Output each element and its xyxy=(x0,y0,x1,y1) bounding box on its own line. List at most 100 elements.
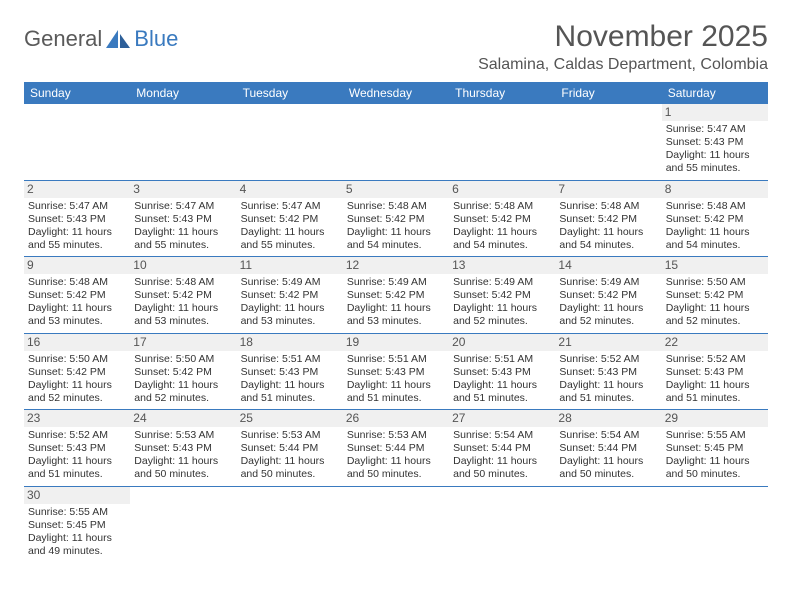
daylight-line: Daylight: 11 hours and 51 minutes. xyxy=(347,379,445,405)
sunrise-line: Sunrise: 5:51 AM xyxy=(347,353,445,366)
sunrise-line: Sunrise: 5:52 AM xyxy=(559,353,657,366)
day-number: 4 xyxy=(237,181,343,198)
week-row: 1 Sunrise: 5:47 AMSunset: 5:43 PMDaylight… xyxy=(24,104,768,181)
sunset-line: Sunset: 5:44 PM xyxy=(241,442,339,455)
sunset-line: Sunset: 5:42 PM xyxy=(559,213,657,226)
day-header: Wednesday xyxy=(343,82,449,104)
day-number: 9 xyxy=(24,257,130,274)
weeks-container: 1Sunrise: 5:47 AMSunset: 5:43 PMDaylight… xyxy=(24,104,768,562)
daylight-line: Daylight: 11 hours and 52 minutes. xyxy=(453,302,551,328)
day-number: 1 xyxy=(662,104,768,121)
sunrise-line: Sunrise: 5:48 AM xyxy=(134,276,232,289)
day-cell: 7Sunrise: 5:48 AMSunset: 5:42 PMDaylight… xyxy=(555,181,661,257)
daylight-line: Daylight: 11 hours and 52 minutes. xyxy=(666,302,764,328)
sunrise-line: Sunrise: 5:55 AM xyxy=(666,429,764,442)
sunrise-line: Sunrise: 5:47 AM xyxy=(134,200,232,213)
day-number: 8 xyxy=(662,181,768,198)
sunset-line: Sunset: 5:43 PM xyxy=(347,366,445,379)
page-title: November 2025 xyxy=(478,20,768,54)
daylight-line: Daylight: 11 hours and 54 minutes. xyxy=(453,226,551,252)
sunset-line: Sunset: 5:42 PM xyxy=(241,213,339,226)
day-cell: 3Sunrise: 5:47 AMSunset: 5:43 PMDaylight… xyxy=(130,181,236,257)
daylight-line: Daylight: 11 hours and 53 minutes. xyxy=(241,302,339,328)
logo-text-blue: Blue xyxy=(134,26,178,52)
day-header: Friday xyxy=(555,82,661,104)
week-row: 2Sunrise: 5:47 AMSunset: 5:43 PMDaylight… xyxy=(24,181,768,258)
logo: General Blue xyxy=(24,26,178,52)
sunrise-line: Sunrise: 5:48 AM xyxy=(347,200,445,213)
day-cell: 26Sunrise: 5:53 AMSunset: 5:44 PMDayligh… xyxy=(343,410,449,486)
daylight-line: Daylight: 11 hours and 52 minutes. xyxy=(134,379,232,405)
sunrise-line: Sunrise: 5:49 AM xyxy=(453,276,551,289)
day-number: 22 xyxy=(662,334,768,351)
day-header-row: Sunday Monday Tuesday Wednesday Thursday… xyxy=(24,82,768,104)
daylight-line: Daylight: 11 hours and 51 minutes. xyxy=(241,379,339,405)
day-cell: 29Sunrise: 5:55 AMSunset: 5:45 PMDayligh… xyxy=(662,410,768,486)
sunset-line: Sunset: 5:42 PM xyxy=(28,289,126,302)
sunset-line: Sunset: 5:42 PM xyxy=(453,289,551,302)
day-cell: 28Sunrise: 5:54 AMSunset: 5:44 PMDayligh… xyxy=(555,410,661,486)
sunrise-line: Sunrise: 5:52 AM xyxy=(28,429,126,442)
day-number: 14 xyxy=(555,257,661,274)
daylight-line: Daylight: 11 hours and 50 minutes. xyxy=(347,455,445,481)
day-number: 27 xyxy=(449,410,555,427)
day-cell: 12Sunrise: 5:49 AMSunset: 5:42 PMDayligh… xyxy=(343,257,449,333)
day-cell: 19Sunrise: 5:51 AMSunset: 5:43 PMDayligh… xyxy=(343,334,449,410)
day-number: 12 xyxy=(343,257,449,274)
daylight-line: Daylight: 11 hours and 55 minutes. xyxy=(666,149,764,175)
empty-cell xyxy=(343,487,449,563)
sunrise-line: Sunrise: 5:47 AM xyxy=(28,200,126,213)
sunrise-line: Sunrise: 5:49 AM xyxy=(347,276,445,289)
daylight-line: Daylight: 11 hours and 50 minutes. xyxy=(666,455,764,481)
sunset-line: Sunset: 5:42 PM xyxy=(134,366,232,379)
day-cell: 14Sunrise: 5:49 AMSunset: 5:42 PMDayligh… xyxy=(555,257,661,333)
day-cell: 4Sunrise: 5:47 AMSunset: 5:42 PMDaylight… xyxy=(237,181,343,257)
sunrise-line: Sunrise: 5:54 AM xyxy=(453,429,551,442)
day-number: 24 xyxy=(130,410,236,427)
sunrise-line: Sunrise: 5:48 AM xyxy=(666,200,764,213)
sunset-line: Sunset: 5:42 PM xyxy=(666,213,764,226)
empty-cell xyxy=(24,104,130,180)
sunrise-line: Sunrise: 5:47 AM xyxy=(241,200,339,213)
day-number: 5 xyxy=(343,181,449,198)
daylight-line: Daylight: 11 hours and 51 minutes. xyxy=(453,379,551,405)
empty-cell xyxy=(449,487,555,563)
sunrise-line: Sunrise: 5:50 AM xyxy=(28,353,126,366)
empty-cell xyxy=(130,104,236,180)
sunrise-line: Sunrise: 5:48 AM xyxy=(559,200,657,213)
sunrise-line: Sunrise: 5:55 AM xyxy=(28,506,126,519)
day-cell: 5Sunrise: 5:48 AMSunset: 5:42 PMDaylight… xyxy=(343,181,449,257)
empty-cell xyxy=(555,104,661,180)
sunrise-line: Sunrise: 5:49 AM xyxy=(559,276,657,289)
sunset-line: Sunset: 5:42 PM xyxy=(134,289,232,302)
empty-cell xyxy=(237,487,343,563)
sunrise-line: Sunrise: 5:48 AM xyxy=(453,200,551,213)
day-cell: 9Sunrise: 5:48 AMSunset: 5:42 PMDaylight… xyxy=(24,257,130,333)
title-block: November 2025 Salamina, Caldas Departmen… xyxy=(478,20,768,74)
day-cell: 1 Sunrise: 5:47 AMSunset: 5:43 PMDaylight… xyxy=(662,104,768,180)
day-cell: 16Sunrise: 5:50 AMSunset: 5:42 PMDayligh… xyxy=(24,334,130,410)
sunset-line: Sunset: 5:42 PM xyxy=(241,289,339,302)
empty-cell xyxy=(555,487,661,563)
day-number: 16 xyxy=(24,334,130,351)
sunrise-line: Sunrise: 5:50 AM xyxy=(134,353,232,366)
sunset-line: Sunset: 5:43 PM xyxy=(666,136,764,149)
day-number: 11 xyxy=(237,257,343,274)
day-cell: 30Sunrise: 5:55 AMSunset: 5:45 PMDayligh… xyxy=(24,487,130,563)
sunset-line: Sunset: 5:44 PM xyxy=(347,442,445,455)
sunset-line: Sunset: 5:43 PM xyxy=(241,366,339,379)
day-cell: 21Sunrise: 5:52 AMSunset: 5:43 PMDayligh… xyxy=(555,334,661,410)
daylight-line: Daylight: 11 hours and 55 minutes. xyxy=(28,226,126,252)
sunset-line: Sunset: 5:42 PM xyxy=(347,213,445,226)
day-header: Saturday xyxy=(662,82,768,104)
day-number: 28 xyxy=(555,410,661,427)
day-number: 17 xyxy=(130,334,236,351)
sunset-line: Sunset: 5:43 PM xyxy=(28,442,126,455)
daylight-line: Daylight: 11 hours and 53 minutes. xyxy=(134,302,232,328)
sunrise-line: Sunrise: 5:47 AM xyxy=(666,123,764,136)
day-number: 3 xyxy=(130,181,236,198)
empty-cell xyxy=(237,104,343,180)
sunset-line: Sunset: 5:43 PM xyxy=(666,366,764,379)
daylight-line: Daylight: 11 hours and 50 minutes. xyxy=(134,455,232,481)
sunset-line: Sunset: 5:42 PM xyxy=(347,289,445,302)
